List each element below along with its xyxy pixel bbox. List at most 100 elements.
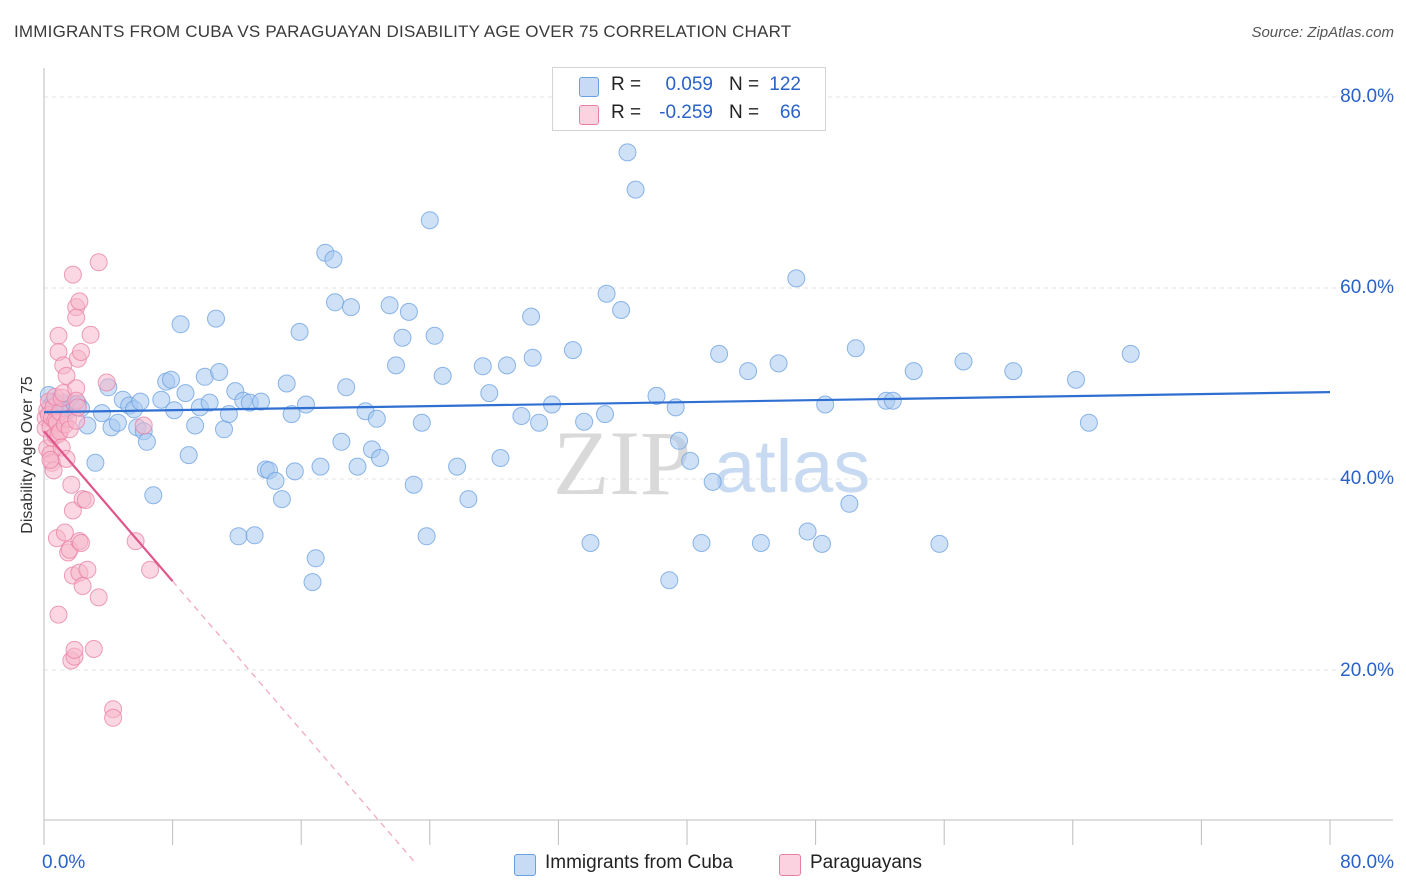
data-point	[297, 395, 315, 414]
data-point	[72, 343, 90, 361]
data-point	[303, 573, 322, 592]
trendline-cuba	[43, 390, 1331, 414]
data-point	[41, 450, 60, 469]
data-point	[134, 416, 153, 435]
data-point	[787, 269, 806, 288]
data-point	[739, 362, 758, 381]
data-point	[681, 451, 700, 470]
data-point	[152, 390, 171, 409]
data-point	[626, 180, 645, 199]
series-legend: Immigrants from Cuba Paraguayans	[0, 852, 1406, 878]
data-point	[563, 341, 582, 360]
x-tick-min: 0.0%	[42, 852, 86, 873]
trendline-paraguayans-extension	[172, 580, 415, 862]
data-point	[448, 457, 467, 476]
data-point	[86, 453, 105, 472]
data-point	[846, 339, 865, 358]
data-point	[215, 420, 233, 439]
data-point	[49, 326, 68, 345]
data-point	[332, 432, 351, 451]
data-point	[618, 143, 637, 162]
correlation-legend: R = 0.059 N = 122 R = -0.259 N = 66	[552, 67, 826, 131]
data-point	[337, 378, 356, 397]
data-point	[252, 392, 270, 411]
data-point	[89, 588, 108, 607]
data-point	[769, 354, 788, 373]
data-point	[277, 374, 296, 393]
data-point	[68, 398, 87, 417]
legend-swatch-cuba	[579, 77, 599, 97]
data-point	[92, 404, 111, 423]
data-point	[816, 395, 835, 414]
data-point	[78, 560, 97, 579]
data-point	[144, 486, 163, 505]
data-point	[710, 344, 729, 363]
data-point	[62, 475, 81, 494]
data-point	[813, 534, 831, 553]
data-point	[285, 462, 304, 481]
data-point	[84, 640, 103, 658]
data-point	[404, 475, 423, 494]
y-tick-20: 20.0%	[1340, 660, 1394, 681]
data-point	[751, 534, 770, 552]
data-point	[904, 362, 923, 381]
legend-r-label: R =	[611, 74, 642, 95]
legend-r-value: 0.059	[665, 74, 713, 95]
data-point	[371, 449, 389, 467]
data-point	[126, 532, 145, 551]
data-point	[67, 308, 86, 327]
data-point	[1121, 344, 1140, 363]
series-points	[36, 143, 1140, 727]
trendlines	[43, 390, 1331, 862]
data-point	[612, 301, 631, 319]
legend-r-label: R =	[611, 102, 642, 123]
data-point	[137, 432, 156, 451]
y-tick-60: 60.0%	[1340, 277, 1394, 298]
data-point	[229, 527, 248, 546]
data-point	[131, 392, 150, 411]
series-paraguayans	[36, 253, 160, 727]
data-point	[49, 605, 68, 624]
data-point	[491, 449, 510, 467]
legend-row-cuba: R = 0.059 N = 122	[553, 71, 825, 99]
data-point	[290, 322, 309, 341]
data-point	[412, 413, 431, 432]
watermark-atlas: atlas	[714, 425, 870, 508]
axes	[43, 68, 1393, 845]
series-cuba	[39, 143, 1140, 592]
data-point	[387, 356, 405, 375]
data-point	[512, 407, 531, 425]
data-point	[1004, 362, 1023, 381]
data-point	[530, 413, 549, 432]
data-point	[207, 309, 225, 328]
legend-n-value: 122	[769, 74, 801, 95]
data-point	[1067, 370, 1085, 389]
data-point	[883, 391, 902, 410]
source-credit: Source: ZipAtlas.com	[1251, 24, 1394, 41]
data-point	[597, 284, 616, 303]
y-tick-80: 80.0%	[1340, 86, 1394, 107]
y-tick-40: 40.0%	[1340, 468, 1394, 489]
data-point	[523, 348, 542, 367]
data-point	[72, 534, 90, 552]
data-point	[522, 307, 541, 326]
trendline-paraguayans	[43, 430, 174, 582]
x-tick-max: 80.0%	[1340, 852, 1394, 873]
data-point	[480, 384, 499, 403]
data-point	[473, 357, 492, 376]
watermark-zip: ZIP	[553, 412, 691, 514]
data-point	[63, 265, 82, 284]
data-point	[692, 534, 711, 552]
legend-label-paraguayans: Paraguayans	[810, 852, 922, 873]
data-point	[459, 490, 478, 509]
data-point	[108, 413, 127, 432]
data-point	[954, 352, 973, 371]
data-point	[417, 527, 436, 546]
data-point	[89, 253, 108, 272]
data-point	[141, 560, 160, 579]
data-point	[581, 534, 600, 552]
legend-swatch-paraguayans	[579, 105, 599, 125]
data-point	[647, 386, 666, 405]
data-point	[266, 471, 285, 490]
